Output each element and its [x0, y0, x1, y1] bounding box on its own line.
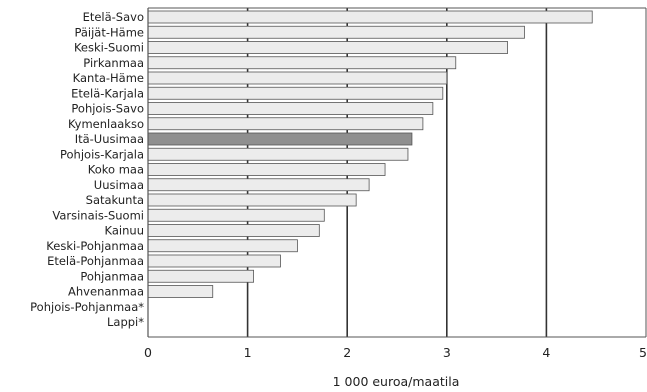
- bar-etelä-karjala: [147, 86, 444, 100]
- bar-uusimaa: [147, 178, 370, 192]
- bar-pohjois-karjala: [147, 147, 409, 161]
- category-label-etelä-savo: Etelä-Savo: [83, 10, 144, 24]
- category-label-päijät-häme: Päijät-Häme: [74, 25, 144, 39]
- bar-kymenlaakso: [147, 117, 424, 131]
- bar-kanta-häme: [147, 71, 448, 85]
- plot-frame: [147, 7, 647, 338]
- x-tick-label-4: 4: [542, 345, 550, 360]
- bar-kainuu: [147, 224, 320, 237]
- category-label-kainuu: Kainuu: [105, 224, 144, 238]
- category-label-pohjanmaa: Pohjanmaa: [80, 269, 144, 283]
- category-label-lappi: Lappi*: [107, 315, 144, 329]
- category-label-uusimaa: Uusimaa: [94, 178, 144, 192]
- category-label-keski-pohjanmaa: Keski-Pohjanmaa: [46, 239, 144, 253]
- category-label-etelä-pohjanmaa: Etelä-Pohjanmaa: [47, 254, 144, 268]
- x-tick-label-3: 3: [443, 345, 451, 360]
- bar-keski-suomi: [147, 41, 508, 54]
- category-label-varsinais-suomi: Varsinais-Suomi: [52, 208, 144, 222]
- bar-pirkanmaa: [147, 56, 457, 70]
- bar-pohjois-savo: [147, 102, 434, 115]
- bar-satakunta: [147, 193, 357, 207]
- category-label-satakunta: Satakunta: [86, 193, 144, 207]
- bar-varsinais-suomi: [147, 208, 325, 222]
- x-tick-label-1: 1: [244, 345, 252, 360]
- category-label-etelä-karjala: Etelä-Karjala: [71, 86, 144, 100]
- category-label-pirkanmaa: Pirkanmaa: [83, 56, 144, 70]
- category-label-pohjois-pohjanmaa: Pohjois-Pohjanmaa*: [30, 300, 144, 314]
- x-tick-label-2: 2: [343, 345, 351, 360]
- bar-koko-maa: [147, 163, 386, 176]
- bar-pohjanmaa: [147, 269, 254, 283]
- category-label-itä-uusimaa: Itä-Uusimaa: [75, 132, 144, 146]
- bar-ahvenanmaa: [147, 285, 214, 298]
- bars: [147, 10, 593, 298]
- category-label-kymenlaakso: Kymenlaakso: [68, 117, 144, 131]
- x-tick-labels: 0 1 2 3 4 5: [144, 345, 647, 360]
- category-label-keski-suomi: Keski-Suomi: [74, 41, 144, 55]
- x-axis-title: 1 000 euroa/maatila: [333, 374, 460, 389]
- x-tick-label-0: 0: [144, 345, 152, 360]
- category-label-ahvenanmaa: Ahvenanmaa: [68, 285, 144, 299]
- bar-etelä-pohjanmaa: [147, 254, 281, 268]
- bar-itä-uusimaa: [147, 132, 413, 146]
- category-label-kanta-häme: Kanta-Häme: [73, 71, 144, 85]
- category-label-koko-maa: Koko maa: [88, 163, 144, 177]
- bar-päijät-häme: [147, 25, 525, 39]
- bar-etelä-savo: [147, 10, 593, 24]
- category-label-pohjois-karjala: Pohjois-Karjala: [60, 147, 144, 161]
- x-tick-label-5: 5: [639, 345, 647, 360]
- category-label-pohjois-savo: Pohjois-Savo: [71, 102, 144, 116]
- bar-keski-pohjanmaa: [147, 239, 298, 253]
